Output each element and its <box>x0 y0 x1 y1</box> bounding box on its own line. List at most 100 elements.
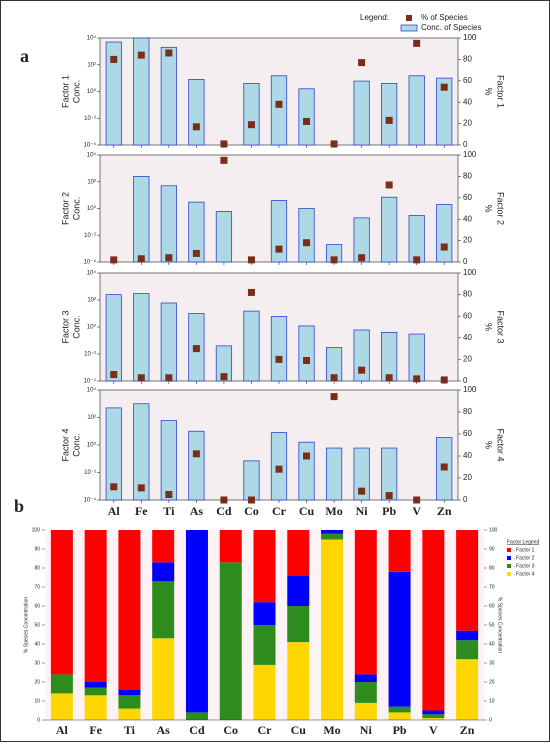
percent-marker <box>330 256 338 264</box>
percent-marker <box>220 373 228 381</box>
conc-bar <box>105 294 122 382</box>
legend-title: Factor Legend <box>507 539 539 545</box>
percent-marker <box>137 255 145 263</box>
percent-marker <box>247 288 255 296</box>
y2-tick-label: 70 <box>489 584 495 590</box>
conc-bar <box>298 88 315 146</box>
conc-bar <box>243 83 260 146</box>
stack-segment <box>50 693 73 720</box>
y2-tick-label: 80 <box>463 290 472 299</box>
percent-marker <box>440 83 448 91</box>
conc-bar <box>381 331 398 382</box>
percent-marker <box>192 249 200 257</box>
conc-bar <box>325 447 343 501</box>
conc-bar <box>381 196 398 263</box>
percent-marker <box>137 51 145 59</box>
stack-segment <box>388 706 411 713</box>
y-axis-label: Conc. <box>71 197 81 221</box>
y-tick-label: 10⁻² <box>84 233 96 239</box>
x-tick-label: V <box>429 723 438 737</box>
conc-bar <box>298 441 315 501</box>
stack-segment <box>388 571 411 707</box>
x-tick-label: Zn <box>460 723 475 737</box>
percent-marker <box>165 491 173 498</box>
stack-segment <box>152 638 175 720</box>
y-axis-label: Factor 1 <box>60 75 70 108</box>
percent-marker <box>192 123 200 131</box>
conc-bar <box>408 215 425 263</box>
conc-bar <box>243 310 260 382</box>
percent-marker <box>385 492 393 500</box>
y2-axis-label: Factor 3 <box>496 310 506 343</box>
stack-segment <box>456 630 479 641</box>
x-tick-label: Pb <box>382 504 396 518</box>
stack-segment <box>287 575 310 606</box>
percent-marker <box>358 59 366 67</box>
percent-marker <box>303 117 311 125</box>
stack-segment <box>84 530 107 682</box>
legend-marker <box>400 24 418 32</box>
y2-tick-label: 0 <box>463 495 468 504</box>
y-tick-label: 10⁴ <box>87 387 97 394</box>
percent-marker <box>275 100 283 108</box>
stack-segment <box>388 530 411 572</box>
conc-bar <box>270 200 288 263</box>
conc-bar <box>133 293 150 382</box>
legend-label: - Factor 4 <box>513 571 535 577</box>
y-tick-label: 0 <box>37 717 40 723</box>
legend-label: - Factor 1 <box>513 547 535 553</box>
conc-bar <box>298 325 315 382</box>
percent-marker <box>385 374 393 382</box>
y-tick-label: 90 <box>34 546 40 552</box>
conc-bar <box>270 316 288 382</box>
x-tick-label: Al <box>108 504 121 518</box>
x-tick-label: Ti <box>163 504 175 518</box>
x-tick-label: Cr <box>272 504 287 518</box>
percent-marker <box>247 256 255 264</box>
y-tick-label: 10 <box>34 698 40 704</box>
y2-tick-label: 20 <box>463 355 472 364</box>
y2-tick-label: 90 <box>489 546 495 552</box>
percent-marker <box>330 393 338 401</box>
y-tick-label: 30 <box>34 660 40 666</box>
legend-marker <box>507 564 511 568</box>
y2-tick-label: 40 <box>463 333 472 342</box>
y2-tick-label: 0 <box>463 376 468 385</box>
y2-axis-label: % <box>484 323 494 331</box>
percent-marker <box>110 256 118 264</box>
y-tick-label: 10⁴ <box>87 35 97 42</box>
conc-bar <box>408 333 425 382</box>
stack-segment <box>185 712 208 720</box>
stack-segment <box>253 664 276 720</box>
stack-segment <box>50 530 73 675</box>
stack-segment <box>253 625 276 665</box>
y-tick-label: 100 <box>32 527 41 533</box>
y-tick-label: 10⁴ <box>87 152 97 159</box>
x-tick-label: Mo <box>325 504 342 518</box>
y2-tick-label: 60 <box>463 76 472 85</box>
legend-label: - Factor 2 <box>513 555 535 561</box>
stack-segment <box>354 674 377 682</box>
stack-segment <box>152 581 175 639</box>
x-tick-label: Al <box>56 723 69 737</box>
stack-segment <box>354 530 377 675</box>
y2-tick-label: 20 <box>489 679 495 685</box>
x-tick-label: Zn <box>437 504 452 518</box>
y-tick-label: 10⁻² <box>84 116 96 122</box>
y2-tick-label: 40 <box>489 641 495 647</box>
y-tick-label: 10⁰ <box>87 88 97 95</box>
conc-bar <box>160 185 177 263</box>
y2-tick-label: 80 <box>463 407 472 416</box>
y-axis-label: Conc. <box>71 315 81 339</box>
percent-marker <box>358 254 366 262</box>
x-tick-label: Fe <box>89 723 102 737</box>
stack-segment <box>287 606 310 643</box>
y2-tick-label: 0 <box>463 140 468 149</box>
y2-tick-label: 100 <box>489 527 498 533</box>
x-tick-label: V <box>412 504 421 518</box>
y2-axis-label: % <box>484 204 494 212</box>
stack-segment <box>422 710 445 715</box>
stack-segment <box>152 530 175 563</box>
percent-marker <box>358 366 366 374</box>
x-tick-label: Cr <box>258 723 273 737</box>
